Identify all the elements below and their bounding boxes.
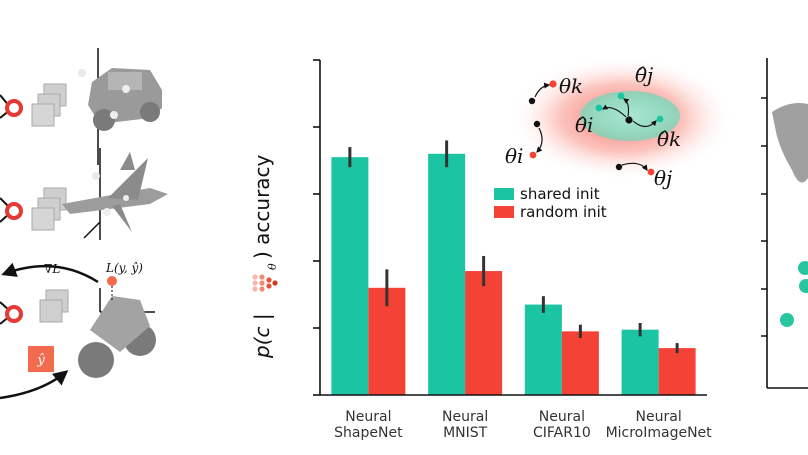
- row-car: [0, 48, 162, 165]
- error-bars-layer: [348, 140, 679, 354]
- motorbike-shape-icon: [78, 296, 156, 378]
- left-panel: ŷ L(y, ŷ) ∇L: [0, 48, 168, 400]
- neural-network-icon: [252, 274, 278, 292]
- legend-label-shared: shared init: [520, 185, 600, 203]
- y-ticks-layer: [313, 59, 320, 396]
- scatter-point: [798, 261, 808, 275]
- bar-shared-init: [331, 157, 369, 395]
- x-tick-label: Neural MNIST: [442, 409, 488, 441]
- shared-init-region: [580, 91, 680, 141]
- right-panel: [761, 58, 808, 389]
- y-axis-label-prefix: p(c |: [250, 313, 274, 359]
- legend: shared init random init: [494, 185, 607, 221]
- bars-layer: [331, 153, 696, 395]
- bar-shared-init: [621, 329, 659, 395]
- x-tick-label: Neural CIFAR10: [533, 409, 591, 441]
- bar-chart: p(c | θ ) accuracy Neural ShapeNet Neural M…: [250, 56, 734, 441]
- loss-label: L(y, ŷ): [105, 261, 143, 275]
- x-tick-labels-layer: Neural ShapeNet Neural MNIST Neural CIFAR10 Ne…: [334, 409, 712, 441]
- row-motorbike: ŷ L(y, ŷ) ∇L: [0, 261, 156, 400]
- gradient-label: ∇L: [44, 262, 60, 276]
- airplane-shape-icon: [62, 152, 168, 232]
- image-stack-icon: [39, 289, 69, 323]
- node-ring-icon: [5, 305, 23, 323]
- bar-random-init: [561, 331, 599, 395]
- theta-i-label: θi: [505, 144, 523, 168]
- node-ring-icon: [5, 202, 23, 220]
- bar-random-init: [658, 348, 696, 395]
- legend-label-random: random init: [520, 203, 607, 221]
- theta-j-label: θj: [654, 166, 672, 190]
- prediction-box: [28, 346, 54, 372]
- theta-hat-j-label: θ̂j: [635, 63, 653, 87]
- prediction-label: ŷ: [36, 353, 45, 368]
- forward-arrow: [0, 370, 69, 400]
- scatter-point: [780, 313, 794, 327]
- car-shape-icon: [88, 68, 162, 131]
- theta-hat-k-label: θ̂k: [657, 127, 681, 151]
- x-tick-label: Neural ShapeNet: [334, 409, 403, 441]
- y-axis-label-subscript: θ: [266, 263, 279, 270]
- gradient-arrow: [1, 262, 99, 284]
- shape-thumbnail-icon: [772, 103, 808, 183]
- node-ring-icon: [5, 99, 23, 117]
- bar-shared-init: [524, 304, 562, 395]
- x-tick-label: Neural MicroImageNet: [606, 409, 713, 441]
- image-stack-icon: [31, 83, 67, 127]
- y-axis-label-suffix: ) accuracy: [250, 154, 274, 259]
- y-axis-label: p(c | θ ) accuracy: [250, 154, 279, 359]
- bar-random-init: [465, 271, 503, 395]
- parameter-space-inset: θk θi θj θ̂i θ̂j θ̂k: [505, 56, 734, 190]
- theta-k-label: θk: [559, 74, 583, 98]
- image-stack-icon: [31, 187, 67, 231]
- legend-swatch-random: [494, 206, 514, 218]
- loss-point: [107, 276, 117, 286]
- bar-shared-init: [428, 153, 466, 395]
- theta-hat-i-label: θ̂i: [575, 113, 593, 137]
- row-plane: [0, 148, 168, 240]
- legend-swatch-shared: [494, 188, 514, 200]
- scatter-point: [799, 279, 808, 293]
